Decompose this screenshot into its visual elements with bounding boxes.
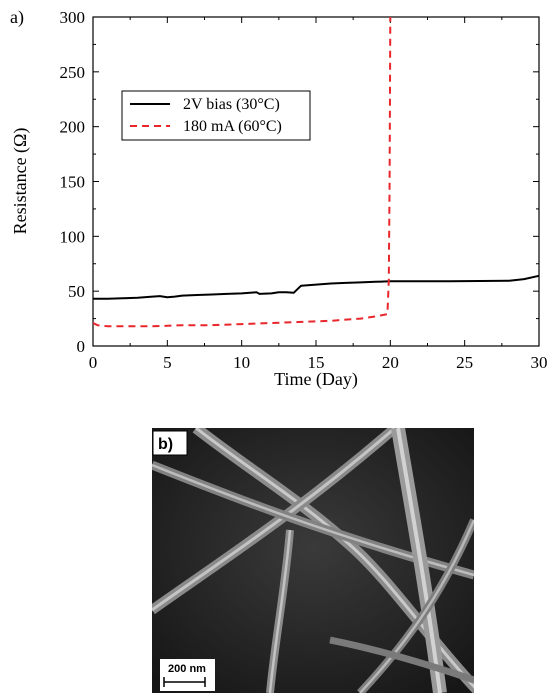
x-axis: 0 5 10 15 20 25 30 bbox=[89, 17, 548, 372]
y-tick-label: 100 bbox=[60, 227, 86, 246]
x-tick-label: 5 bbox=[163, 353, 172, 372]
series-line-2v-bias bbox=[93, 274, 540, 300]
nanowire-highlight bbox=[268, 529, 292, 693]
y-axis: 0 50 100 150 200 250 300 bbox=[60, 8, 539, 356]
nanowire-group bbox=[152, 428, 474, 693]
x-tick-label: 30 bbox=[531, 353, 548, 372]
series-layer bbox=[92, 16, 540, 328]
scale-bar-label: 200 nm bbox=[168, 663, 206, 675]
plot-panel: a) 0 5 10 15 20 25 30 0 50 100 150 200 250 300 Time … bbox=[10, 7, 548, 390]
x-tick-label: 10 bbox=[233, 353, 250, 372]
nanowire-highlight bbox=[359, 519, 474, 693]
nanowire bbox=[329, 636, 474, 684]
legend-label-180ma: 180 mA (60°C) bbox=[183, 118, 282, 135]
y-tick-label: 150 bbox=[60, 173, 86, 192]
x-axis-title: Time (Day) bbox=[274, 369, 358, 390]
y-tick-label: 250 bbox=[60, 63, 86, 82]
legend: 2V bias (30°C) 180 mA (60°C) bbox=[121, 90, 311, 141]
x-tick-label: 15 bbox=[308, 353, 325, 372]
y-tick-label: 50 bbox=[68, 282, 85, 301]
x-tick-label: 20 bbox=[382, 353, 399, 372]
y-tick-label: 200 bbox=[60, 118, 86, 137]
y-tick-label: 0 bbox=[77, 337, 86, 356]
series-line-180ma bbox=[92, 16, 392, 328]
legend-label-2v-bias: 2V bias (30°C) bbox=[183, 96, 280, 113]
scale-bar-box bbox=[160, 659, 215, 691]
panel-label-a: a) bbox=[10, 7, 24, 28]
x-tick-label: 25 bbox=[456, 353, 473, 372]
x-tick-label: 0 bbox=[89, 353, 98, 372]
nanowire-highlight bbox=[152, 428, 396, 612]
legend-box bbox=[121, 90, 311, 141]
panel-label-b: b) bbox=[158, 436, 173, 453]
panel-label-b-box bbox=[152, 430, 188, 456]
y-tick-label: 300 bbox=[60, 8, 86, 27]
y-axis-title: Resistance (Ω) bbox=[10, 128, 31, 235]
nanowire-highlight bbox=[396, 428, 442, 693]
sem-image-panel: b) 200 nm bbox=[152, 428, 474, 693]
